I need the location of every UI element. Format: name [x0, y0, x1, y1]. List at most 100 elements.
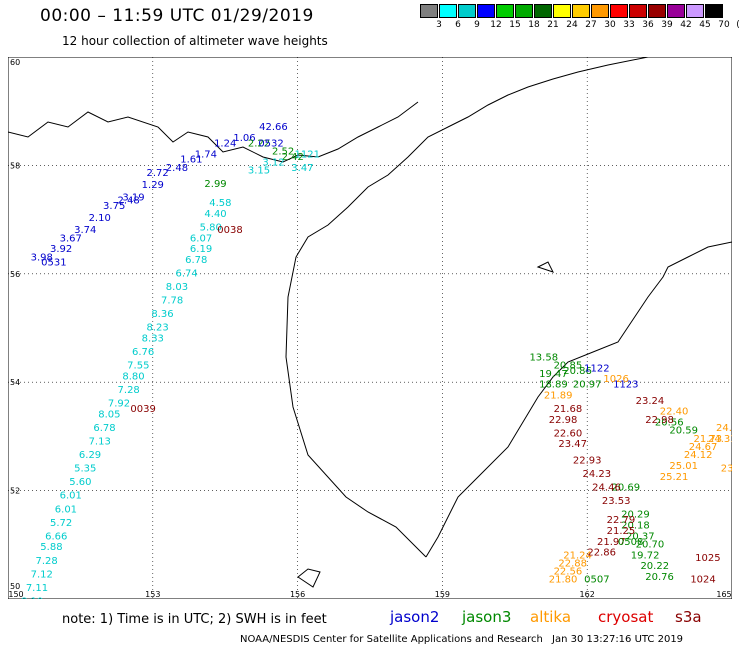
- x-tick-label: 159: [435, 590, 450, 599]
- axis-ticks: 150 153 156 159 162 165 60 58 56 54 52 50: [8, 58, 731, 599]
- jason3-wave-height: 20.85: [554, 361, 583, 372]
- s3a-wave-height: 23.53: [602, 496, 631, 507]
- s3a-pass-time: 1025: [695, 553, 720, 564]
- s3a-wave-height: 22.86: [587, 548, 616, 559]
- s3a-wave-height: 23.47: [558, 439, 587, 450]
- jason3-pass-time: 0507: [584, 575, 609, 586]
- x-tick-label: 162: [580, 590, 595, 599]
- cryosat-wave-height: 8.80: [122, 371, 144, 382]
- pass-time-labels: 0531 0532 1122 1123 0508 0507 1026 1121 0038 0039…: [41, 138, 720, 586]
- scale-swatch: [591, 4, 609, 18]
- jason3-wave-height: 20.97: [573, 380, 602, 391]
- s3a-wave-height: 21.25: [607, 526, 636, 537]
- jason3-wave-height: 20.56: [655, 418, 684, 429]
- scale-label: 24: [566, 20, 578, 30]
- jason3-wave-height: 19.72: [631, 550, 660, 561]
- kamchatka-west-coast: [285, 57, 649, 558]
- s3a-wave-height: 23.24: [636, 396, 665, 407]
- cryosat-wave-height: 6.19: [190, 244, 212, 255]
- altika-wave-height: 21.73: [694, 434, 723, 445]
- cryosat-wave-height: 3.47: [291, 163, 313, 174]
- legend-jason3: jason3: [462, 608, 512, 626]
- scale-label: 12: [490, 20, 502, 30]
- lat-lon-grid: [8, 57, 732, 599]
- jason3-wave-height: 20.69: [611, 483, 640, 494]
- page-title: 00:00 – 11:59 UTC 01/29/2019: [40, 6, 314, 26]
- cryosat-wave-height: 6.76: [132, 347, 154, 358]
- cryosat-wave-height: 8.05: [98, 409, 120, 420]
- scale-swatch: [515, 4, 533, 18]
- s3a-wave-height: 21.68: [554, 404, 583, 415]
- jason3-pass-time: 0508: [618, 537, 643, 548]
- scale-swatch: [496, 4, 514, 18]
- scale-label: 30: [604, 20, 616, 30]
- scale-label: (ft): [736, 20, 740, 30]
- jason2-wave-height: 2.10: [89, 213, 111, 224]
- s3a-wave-height: 24.46: [592, 483, 621, 494]
- generated-timestamp: Jan 30 13:27:16 UTC 2019: [552, 634, 684, 645]
- altika-pass-time: 1026: [603, 374, 628, 385]
- cryosat-wave-height: 8.03: [166, 282, 188, 293]
- cryosat-wave-height: 8.10: [21, 596, 43, 599]
- cryosat-wave-height: 6.66: [45, 531, 67, 542]
- jason2-wave-height: 3.67: [60, 233, 82, 244]
- cryosat-wave-height: 8.33: [142, 334, 164, 345]
- jason3-wave-height: 20.70: [636, 540, 665, 551]
- y-tick-label: 56: [10, 270, 20, 279]
- island-1: [297, 568, 321, 588]
- cryosat-wave-height: 7.55: [127, 361, 149, 372]
- jason3-wave-height: 2.42: [282, 152, 304, 163]
- scale-label: 21: [547, 20, 559, 30]
- s3a-pass-time: 1024: [690, 575, 715, 586]
- jason2-wave-height: 1.74: [195, 149, 217, 160]
- cryosat-wave-height: 7.28: [118, 385, 140, 396]
- y-tick-label: 54: [10, 378, 20, 387]
- altika-wave-height: 22.56: [554, 567, 583, 578]
- cryosat-wave-height: 5.80: [200, 222, 222, 233]
- jason2-wave-height: 1.29: [142, 180, 164, 191]
- jason2-wave-height: 3.75: [103, 201, 125, 212]
- jason2-wave-height: 1.06: [233, 133, 255, 144]
- cryosat-wave-height: 4.58: [209, 198, 231, 209]
- cryosat-wave-height: 6.74: [175, 269, 197, 280]
- scale-swatch: [610, 4, 628, 18]
- cryosat-wave-height: 6.01: [60, 491, 82, 502]
- wave-height-map: 3.983.923.673.74 3.753.19 2.10 2.481.292.72…: [8, 57, 732, 599]
- y-tick-label: 52: [10, 487, 20, 496]
- scale-label: 36: [642, 20, 654, 30]
- cryosat-wave-height: 7.28: [35, 556, 57, 567]
- x-tick-label: 156: [290, 590, 305, 599]
- s3a-pass-time: 0038: [217, 225, 242, 236]
- scale-label: 27: [585, 20, 597, 30]
- scale-swatch: [420, 4, 438, 18]
- cryosat-wave-height: 4.40: [204, 209, 226, 220]
- scale-label: 6: [455, 20, 461, 30]
- jason3-wave-height: 20.59: [669, 426, 698, 437]
- jason3-wave-height: 20.37: [626, 531, 655, 542]
- altika-wave-height: 24.1: [716, 423, 732, 434]
- jason2-wave-height: 2.48: [118, 195, 140, 206]
- jason2-wave-height: 2.48: [166, 163, 188, 174]
- scale-label: 39: [661, 20, 673, 30]
- jason3-wave-height: 20.18: [621, 521, 650, 532]
- credit-line: NOAA/NESDIS Center for Satellite Applica…: [240, 634, 543, 645]
- cryosat-wave-height: 6.07: [190, 233, 212, 244]
- jason2-wave-height: 3.98: [31, 252, 53, 263]
- scale-swatch: [534, 4, 552, 18]
- cryosat-wave-height: 5.35: [74, 464, 96, 475]
- cryosat-wave-height: 3.15: [248, 166, 270, 177]
- x-tick-label: 150: [8, 590, 23, 599]
- jason3-wave-height: 2.99: [204, 179, 226, 190]
- scale-swatch: [705, 4, 723, 18]
- scale-swatch: [686, 4, 704, 18]
- altimeter-points: 3.983.923.673.74 3.753.19 2.10 2.481.292.72…: [21, 122, 732, 599]
- jason3-wave-height: 20.86: [563, 366, 592, 377]
- cryosat-wave-height: 8.23: [146, 323, 168, 334]
- altika-wave-height: 23: [721, 464, 732, 475]
- cryosat-wave-height: 7.92: [108, 399, 130, 410]
- y-tick-label: 58: [10, 161, 20, 170]
- altika-wave-height: 21.80: [549, 575, 578, 586]
- s3a-wave-height: 22.79: [607, 515, 636, 526]
- scale-label: 3: [436, 20, 442, 30]
- jason3-wave-height: 2.22: [248, 138, 270, 149]
